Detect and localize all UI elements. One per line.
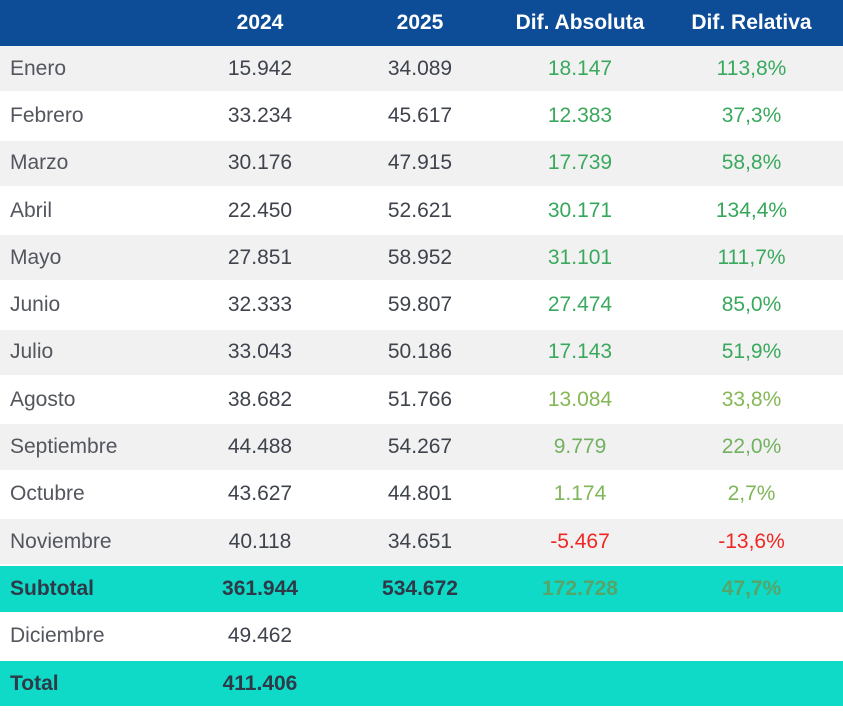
value-2024: 27.851 <box>227 245 293 269</box>
table-header: 2024 2025 Dif. Absoluta Dif. Relativa <box>0 0 843 46</box>
value-2024: 38.682 <box>227 387 293 411</box>
table-row: Septiembre 44.488 54.267 9.779 22,0% <box>0 424 843 472</box>
row-label: Total <box>10 671 59 695</box>
value-2024: 33.234 <box>227 103 293 127</box>
value-2025: 51.766 <box>387 387 453 411</box>
value-dif-absoluta: 1.174 <box>553 482 607 506</box>
value-dif-relativa: 33,8% <box>721 387 782 411</box>
table-row: Subtotal 361.944 534.672 172.728 47,7% <box>0 566 843 614</box>
table-row: Junio 32.333 59.807 27.474 85,0% <box>0 282 843 330</box>
value-2024: 49.462 <box>227 624 293 648</box>
table-row: Agosto 38.682 51.766 13.084 33,8% <box>0 377 843 425</box>
row-label: Diciembre <box>10 624 105 648</box>
value-2025: 45.617 <box>387 103 453 127</box>
value-2025: 47.915 <box>387 151 453 175</box>
row-label: Abril <box>10 198 53 222</box>
table-row: Noviembre 40.118 34.651 -5.467 -13,6% <box>0 518 843 567</box>
value-dif-relativa: 134,4% <box>715 198 788 222</box>
table-row: Marzo 30.176 47.915 17.739 58,8% <box>0 140 843 188</box>
value-dif-relativa: 111,7% <box>717 245 786 269</box>
value-dif-relativa: 37,3% <box>721 103 782 127</box>
header-dif-absoluta: Dif. Absoluta <box>515 11 645 34</box>
value-2025: 44.801 <box>387 482 453 506</box>
value-2025: 54.267 <box>387 435 453 459</box>
value-dif-relativa: 47,7% <box>721 576 782 600</box>
value-dif-absoluta: -5.467 <box>550 529 610 553</box>
table-row: Diciembre 49.462 <box>0 613 843 661</box>
table-row: Febrero 33.234 45.617 12.383 37,3% <box>0 93 843 141</box>
row-label: Agosto <box>10 387 76 411</box>
value-2024: 33.043 <box>227 340 293 364</box>
value-dif-absoluta: 18.147 <box>547 56 613 80</box>
value-2025: 50.186 <box>387 340 453 364</box>
value-2024: 411.406 <box>222 671 298 695</box>
value-2024: 22.450 <box>227 198 293 222</box>
value-dif-relativa: 113,8% <box>716 56 787 80</box>
row-label: Noviembre <box>10 529 112 553</box>
table-row: Abril 22.450 52.621 30.171 134,4% <box>0 187 843 236</box>
row-label: Septiembre <box>10 435 118 459</box>
value-dif-absoluta: 12.383 <box>547 103 613 127</box>
row-label: Julio <box>10 340 54 364</box>
value-dif-absoluta: 9.779 <box>553 435 607 459</box>
value-2025: 58.952 <box>387 245 453 269</box>
row-label: Febrero <box>10 103 84 127</box>
table-row: Julio 33.043 50.186 17.143 51,9% <box>0 329 843 378</box>
value-2024: 40.118 <box>228 529 292 553</box>
value-2025: 59.807 <box>387 293 453 317</box>
header-2024: 2024 <box>236 11 284 34</box>
table-row: Enero 15.942 34.089 18.147 113,8% <box>0 46 843 94</box>
value-dif-relativa: 58,8% <box>721 151 782 175</box>
value-dif-relativa: 22,0% <box>721 435 782 459</box>
value-dif-absoluta: 30.171 <box>547 198 613 222</box>
row-label: Junio <box>10 293 61 317</box>
table-body: Enero 15.942 34.089 18.147 113,8% Febrer… <box>0 46 843 709</box>
value-dif-absoluta: 172.728 <box>542 576 618 600</box>
value-2025: 52.621 <box>387 198 453 222</box>
row-label: Marzo <box>10 151 69 175</box>
value-2025: 34.089 <box>387 56 453 80</box>
value-2024: 43.627 <box>227 482 293 506</box>
value-2025: 34.651 <box>387 529 453 553</box>
row-label: Enero <box>10 56 67 80</box>
value-2025: 534.672 <box>382 576 458 600</box>
value-dif-relativa: 85,0% <box>721 293 782 317</box>
value-dif-relativa: 2,7% <box>727 482 776 506</box>
value-2024: 30.176 <box>227 151 293 175</box>
header-dif-relativa: Dif. Relativa <box>691 11 812 34</box>
row-label: Mayo <box>10 245 62 269</box>
value-2024: 44.488 <box>227 435 293 459</box>
value-dif-absoluta: 17.143 <box>547 340 613 364</box>
table-row: Octubre 43.627 44.801 1.174 2,7% <box>0 471 843 519</box>
value-dif-absoluta: 13.084 <box>547 387 613 411</box>
table-row: Total 411.406 <box>0 660 843 709</box>
value-dif-absoluta: 27.474 <box>547 293 613 317</box>
value-dif-relativa: 51,9% <box>721 340 782 364</box>
value-dif-absoluta: 17.739 <box>547 151 613 175</box>
table-row: Mayo 27.851 58.952 31.101 111,7% <box>0 235 843 283</box>
value-2024: 32.333 <box>227 293 293 317</box>
row-label: Subtotal <box>10 576 94 600</box>
value-2024: 15.942 <box>227 56 293 80</box>
row-label: Octubre <box>10 482 85 506</box>
value-dif-relativa: -13,6% <box>718 529 785 553</box>
value-dif-absoluta: 31.101 <box>547 245 613 269</box>
value-2024: 361.944 <box>222 576 298 600</box>
header-2025: 2025 <box>396 11 444 34</box>
